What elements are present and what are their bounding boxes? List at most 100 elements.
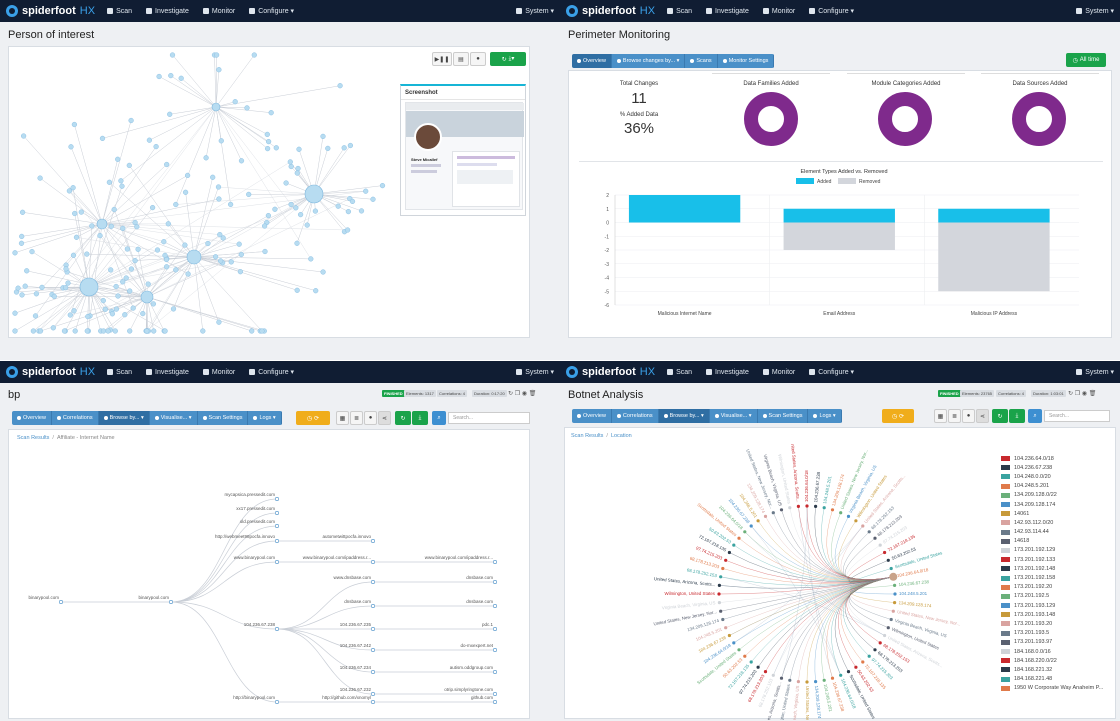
graph-node[interactable] bbox=[71, 308, 77, 314]
graph-node[interactable] bbox=[293, 205, 299, 211]
chord-node[interactable] bbox=[867, 530, 871, 534]
share-button[interactable]: ⋖ bbox=[976, 409, 989, 423]
chord-node[interactable] bbox=[889, 566, 893, 571]
brand-logo[interactable]: spiderfoot HX bbox=[6, 366, 95, 378]
chord-node[interactable] bbox=[771, 673, 775, 677]
graph-node[interactable] bbox=[320, 269, 326, 275]
search-input[interactable]: Search... bbox=[1044, 410, 1110, 422]
search-input[interactable]: Search... bbox=[448, 412, 530, 424]
graph-node[interactable] bbox=[61, 328, 68, 334]
graph-node[interactable] bbox=[214, 52, 220, 58]
graph-node[interactable] bbox=[118, 178, 124, 184]
chord-node[interactable] bbox=[721, 566, 725, 571]
graph-node[interactable] bbox=[345, 227, 351, 233]
chord-node[interactable] bbox=[846, 514, 851, 518]
nav-monitor[interactable]: Monitor bbox=[762, 369, 795, 376]
legend-item[interactable]: 173.201.193.5 bbox=[1001, 629, 1113, 638]
nav-configure[interactable]: Configure ▾ bbox=[249, 7, 294, 15]
nav-configure[interactable]: Configure ▾ bbox=[809, 7, 854, 15]
breadcrumb-scan-results[interactable]: Scan Results bbox=[17, 435, 50, 441]
bar-added[interactable] bbox=[628, 195, 741, 223]
graph-node[interactable] bbox=[228, 201, 234, 208]
graph-node[interactable] bbox=[67, 312, 73, 318]
graph-node[interactable] bbox=[115, 293, 121, 299]
graph-node[interactable] bbox=[287, 159, 293, 165]
graph-node[interactable] bbox=[237, 269, 244, 275]
tree-level2-node[interactable] bbox=[274, 539, 279, 544]
chord-node[interactable] bbox=[861, 524, 865, 528]
graph-node[interactable] bbox=[335, 203, 341, 209]
chord-node[interactable] bbox=[805, 504, 809, 508]
info-button[interactable]: ● bbox=[364, 411, 377, 425]
graph-node[interactable] bbox=[102, 306, 108, 312]
legend-item[interactable]: 173.201.192.129 bbox=[1001, 546, 1113, 555]
chord-hub-node[interactable] bbox=[889, 572, 898, 581]
graph-node[interactable] bbox=[130, 305, 136, 311]
share-button[interactable]: ⋖ bbox=[378, 411, 391, 425]
chord-node[interactable] bbox=[805, 680, 809, 684]
graph-node[interactable] bbox=[12, 250, 18, 256]
graph-node[interactable] bbox=[203, 155, 209, 161]
scan-actions[interactable]: ↻ ❐ ◉ 🗑 bbox=[1068, 390, 1096, 397]
tree-level3-node[interactable] bbox=[370, 560, 375, 565]
nav-monitor[interactable]: Monitor bbox=[202, 8, 235, 15]
graph-node[interactable] bbox=[170, 306, 177, 312]
graph-node[interactable] bbox=[358, 208, 365, 214]
tree-level2-node[interactable] bbox=[274, 560, 279, 565]
graph-node[interactable] bbox=[283, 180, 289, 186]
graph-node[interactable] bbox=[345, 209, 352, 215]
chord-node[interactable] bbox=[743, 654, 747, 658]
tree-level3-node[interactable] bbox=[370, 670, 375, 675]
graph-node[interactable] bbox=[113, 283, 119, 290]
download-button[interactable]: ⤓ bbox=[412, 411, 428, 425]
tree-diagram[interactable]: binarypool.com binarypool.com mycapsica.pr… bbox=[9, 448, 529, 718]
graph-node[interactable] bbox=[298, 212, 304, 218]
graph-node[interactable] bbox=[165, 221, 171, 227]
relationship-graph[interactable] bbox=[9, 47, 529, 337]
chord-node[interactable] bbox=[779, 508, 784, 512]
breadcrumb-current[interactable]: Location bbox=[610, 433, 632, 439]
tree-level2-node[interactable] bbox=[274, 496, 279, 501]
chord-node[interactable] bbox=[721, 617, 725, 622]
brand-logo[interactable]: spiderfoot HX bbox=[566, 366, 655, 378]
chord-node[interactable] bbox=[749, 660, 753, 664]
graph-node[interactable] bbox=[100, 298, 106, 304]
graph-node[interactable] bbox=[153, 143, 159, 150]
nav-investigate[interactable]: Investigate bbox=[146, 8, 189, 15]
graph-node[interactable] bbox=[295, 165, 301, 172]
graph-hub-node[interactable] bbox=[186, 249, 202, 265]
graph-node[interactable] bbox=[15, 285, 21, 291]
chord-node[interactable] bbox=[717, 583, 721, 587]
chord-node[interactable] bbox=[854, 519, 858, 523]
graph-node[interactable] bbox=[99, 135, 106, 142]
chord-node[interactable] bbox=[771, 511, 775, 515]
tree-level3-node[interactable] bbox=[370, 627, 375, 632]
graph-node[interactable] bbox=[246, 191, 252, 198]
tab-overview[interactable]: Overview bbox=[572, 409, 612, 423]
graph-node[interactable] bbox=[97, 233, 103, 239]
list-view-button[interactable]: ≣ bbox=[948, 409, 961, 423]
bar-added[interactable] bbox=[783, 208, 895, 223]
graph-node[interactable] bbox=[32, 313, 39, 319]
graph-node[interactable] bbox=[106, 179, 113, 185]
chord-node[interactable] bbox=[846, 670, 851, 674]
nav-configure[interactable]: Configure ▾ bbox=[809, 368, 854, 376]
chord-node[interactable] bbox=[883, 633, 887, 638]
graph-node[interactable] bbox=[347, 142, 354, 149]
play-pause-button[interactable]: ▶❚❚ bbox=[432, 52, 452, 66]
graph-hub-node[interactable] bbox=[140, 290, 154, 304]
user-menu[interactable]: System ▾ bbox=[516, 7, 554, 15]
chord-node[interactable] bbox=[861, 660, 865, 664]
scan-actions[interactable]: ↻ ❐ ◉ 🗑 bbox=[508, 390, 536, 397]
refresh-download-button[interactable]: ↻ ⤓▾ bbox=[490, 52, 526, 66]
graph-node[interactable] bbox=[205, 240, 211, 247]
info-button[interactable]: ● bbox=[470, 52, 486, 66]
nav-configure[interactable]: Configure ▾ bbox=[249, 368, 294, 376]
chord-node[interactable] bbox=[788, 678, 792, 682]
breadcrumb-scan-results[interactable]: Scan Results bbox=[571, 433, 604, 439]
legend-item[interactable]: 173.201.193.20 bbox=[1001, 619, 1113, 628]
chord-node[interactable] bbox=[724, 626, 728, 630]
chord-node[interactable] bbox=[724, 558, 728, 562]
graph-node[interactable] bbox=[337, 83, 343, 89]
tab-scans[interactable]: Scans bbox=[685, 54, 718, 68]
